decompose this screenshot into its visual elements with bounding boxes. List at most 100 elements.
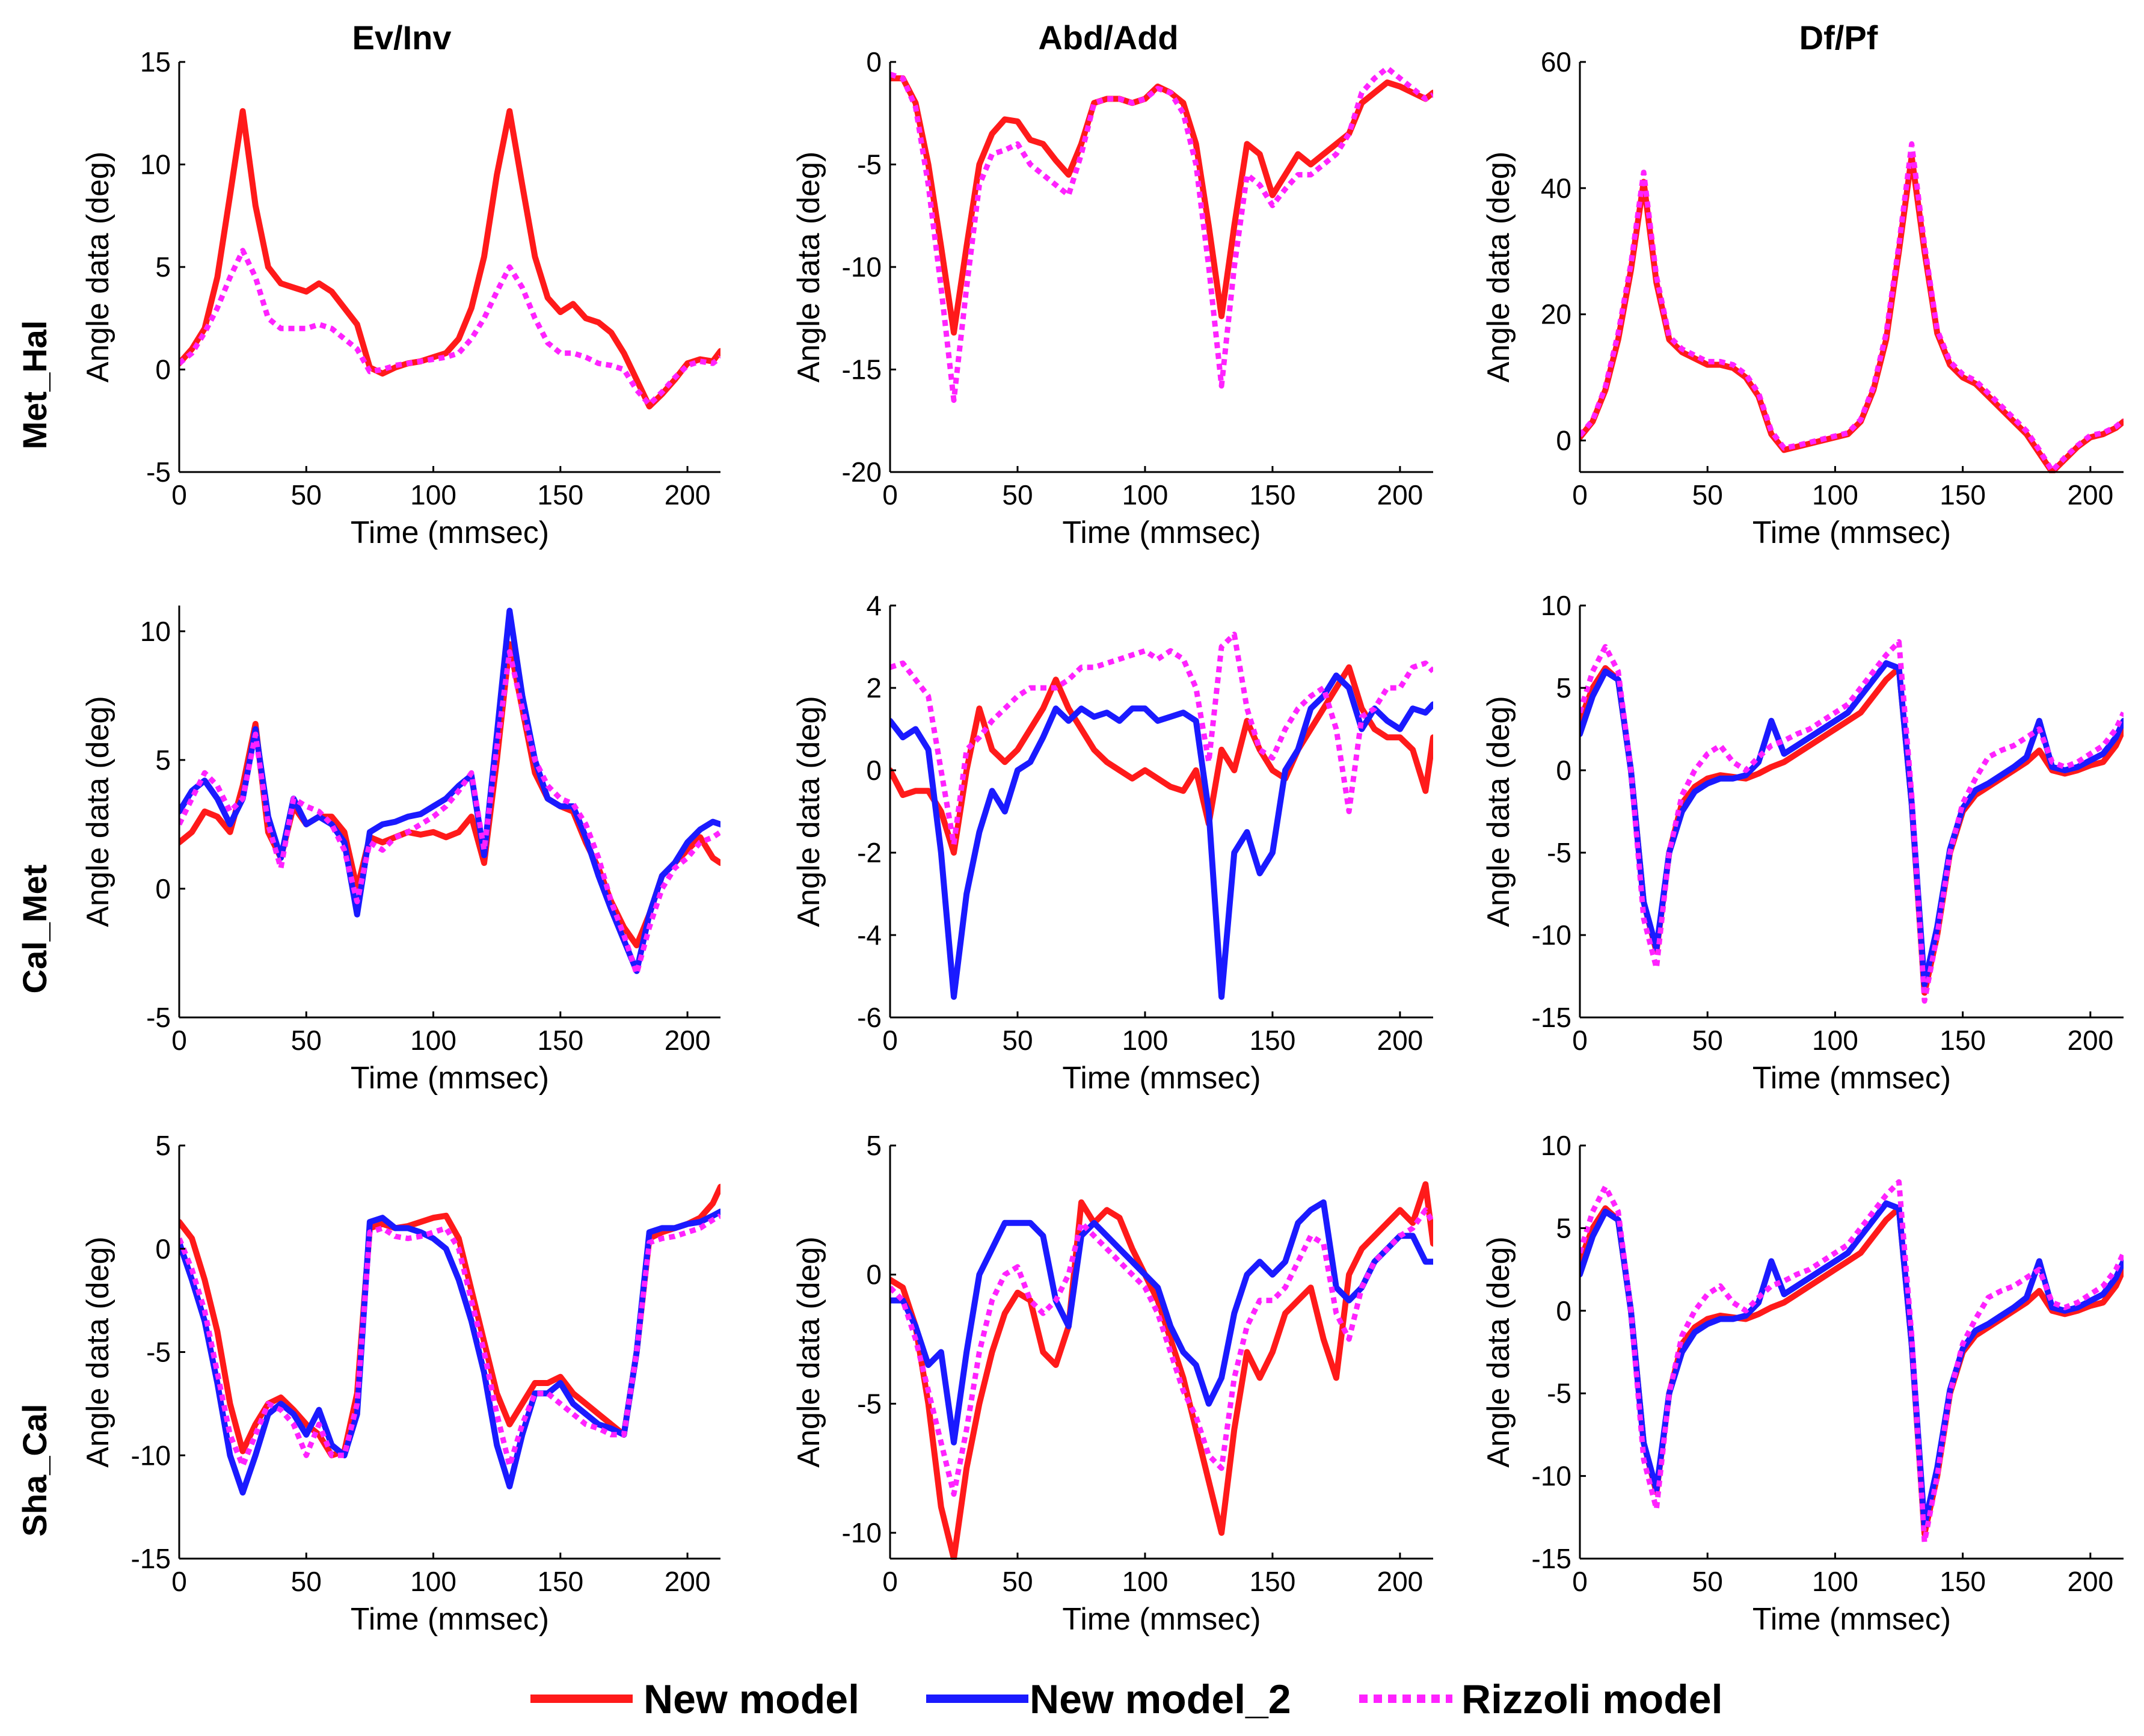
y-tick-label: -5 <box>146 1002 171 1033</box>
x-tick-label: 200 <box>665 1566 711 1597</box>
y-tick-label: 0 <box>1556 425 1571 456</box>
series-line-rizzoli-model <box>1580 1179 2124 1545</box>
y-tick-label: 0 <box>155 873 171 904</box>
y-tick-label: 60 <box>1541 46 1571 78</box>
y-tick-label: 5 <box>155 744 171 776</box>
series-group <box>1580 1179 2124 1545</box>
row-title-cal-met: Cal_Met <box>16 865 54 994</box>
y-tick-label: -4 <box>857 919 882 951</box>
x-tick-label: 100 <box>410 1025 456 1056</box>
x-axis-label: Time (mmsec) <box>351 1061 549 1096</box>
y-axis-label: Angle data (deg) <box>791 1236 826 1468</box>
y-tick-label: -15 <box>842 354 882 385</box>
y-axis-label: Angle data (deg) <box>81 152 115 383</box>
series-line-new-model <box>179 641 720 949</box>
series-group <box>179 1183 720 1496</box>
x-tick-label: 200 <box>2067 479 2113 511</box>
series-line-new-model-2 <box>890 1199 1433 1446</box>
subplot-cal-met-abd-add: 0 50 100 150 200 -6 -4 -2 0 2 4 Time (mmsec) Angle d… <box>791 590 1433 1096</box>
x-tick-label: 150 <box>1250 479 1296 511</box>
row-title-sha-cal: Sha_Cal <box>16 1404 54 1537</box>
y-tick-label: 0 <box>866 46 882 78</box>
x-tick-label: 150 <box>1250 1566 1296 1597</box>
y-tick-label: 10 <box>140 616 171 647</box>
x-tick-label: 150 <box>1940 479 1986 511</box>
series-line-new-model <box>890 1181 1433 1560</box>
series-line-new-model <box>179 108 720 409</box>
x-axis-label: Time (mmsec) <box>1752 1602 1951 1637</box>
x-tick-label: 200 <box>2067 1025 2113 1056</box>
y-axis-label: Angle data (deg) <box>1481 696 1516 927</box>
y-tick-label: 0 <box>866 1259 882 1290</box>
y-tick-label: 5 <box>155 251 171 283</box>
x-tick-label: 0 <box>171 1566 187 1597</box>
subplot-cal-met-df-pf: 0 50 100 150 200 -15 -10 -5 0 5 10 Time (mmsec) Angl… <box>1481 590 2124 1096</box>
x-tick-label: 50 <box>1692 1025 1723 1056</box>
x-axis-label: Time (mmsec) <box>351 1602 549 1637</box>
x-tick-label: 50 <box>291 479 322 511</box>
x-tick-label: 0 <box>882 1025 898 1056</box>
y-tick-label: 2 <box>866 672 882 704</box>
x-tick-label: 0 <box>171 479 187 511</box>
y-tick-label: -5 <box>857 149 882 180</box>
y-tick-label: -5 <box>857 1388 882 1419</box>
x-tick-label: 50 <box>1002 1566 1033 1597</box>
series-group <box>179 108 720 409</box>
x-axis-label: Time (mmsec) <box>1752 1061 1951 1096</box>
subplot-met-hal-abd-add: 0 50 100 150 200 -20 -15 -10 -5 0 Time (mmsec) Angl… <box>791 46 1433 550</box>
y-tick-label: 10 <box>1541 1130 1571 1161</box>
y-axis-label: Angle data (deg) <box>1481 152 1516 383</box>
x-tick-label: 150 <box>1250 1025 1296 1056</box>
series-group <box>1580 141 2124 473</box>
x-tick-label: 150 <box>537 479 583 511</box>
series-line-new-model-2 <box>890 672 1433 1000</box>
series-line-rizzoli-model <box>179 649 720 977</box>
y-tick-label: 0 <box>866 755 882 786</box>
y-tick-label: -20 <box>842 456 882 488</box>
y-tick-label: 4 <box>866 590 882 621</box>
y-tick-label: 5 <box>1556 1212 1571 1244</box>
y-tick-label: -15 <box>1532 1543 1571 1574</box>
y-tick-label: 0 <box>155 1233 171 1265</box>
column-title-abd-add: Abd/Add <box>1038 19 1178 57</box>
x-tick-label: 100 <box>410 479 456 511</box>
x-tick-label: 50 <box>1692 1566 1723 1597</box>
series-group <box>890 631 1433 1000</box>
column-title-df-pf: Df/Pf <box>1799 19 1878 57</box>
y-tick-label: -5 <box>1547 837 1571 868</box>
x-axis-label: Time (mmsec) <box>1062 515 1261 550</box>
legend-label-new-model: New model <box>644 1676 859 1722</box>
y-axis-label: Angle data (deg) <box>791 152 826 383</box>
series-line-rizzoli-model <box>1580 639 2124 1004</box>
y-tick-label: -6 <box>857 1002 882 1033</box>
x-tick-label: 200 <box>1377 479 1424 511</box>
y-tick-label: 5 <box>1556 672 1571 704</box>
x-tick-label: 200 <box>665 1025 711 1056</box>
series-line-rizzoli-model <box>890 65 1433 403</box>
y-tick-label: -2 <box>857 837 882 868</box>
y-axis-label: Angle data (deg) <box>791 696 826 927</box>
x-tick-label: 150 <box>537 1566 583 1597</box>
x-tick-label: 50 <box>1002 1025 1033 1056</box>
legend-label-rizzoli-model: Rizzoli model <box>1461 1676 1722 1722</box>
subplot-sha-cal-abd-add: 0 50 100 150 200 -10 -5 0 5 Time (mmsec) Angle dat… <box>791 1130 1433 1637</box>
legend: New model New model_2 Rizzoli model <box>530 1676 1722 1722</box>
row-title-met-hal: Met_Hal <box>16 321 54 450</box>
series-line-new-model-2 <box>179 1208 720 1496</box>
x-axis-label: Time (mmsec) <box>1062 1061 1261 1096</box>
x-tick-label: 100 <box>1812 479 1858 511</box>
y-tick-label: -10 <box>131 1440 171 1471</box>
y-tick-label: 10 <box>1541 590 1571 621</box>
y-tick-label: -5 <box>1547 1378 1571 1409</box>
x-tick-label: 100 <box>410 1566 456 1597</box>
x-tick-label: 50 <box>1692 479 1723 511</box>
column-title-ev-inv: Ev/Inv <box>352 19 452 57</box>
x-axis-label: Time (mmsec) <box>1752 515 1951 550</box>
y-axis-label: Angle data (deg) <box>81 1236 115 1468</box>
y-tick-label: 0 <box>155 354 171 385</box>
y-tick-label: 0 <box>1556 1295 1571 1327</box>
series-line-rizzoli-model <box>890 1207 1433 1497</box>
